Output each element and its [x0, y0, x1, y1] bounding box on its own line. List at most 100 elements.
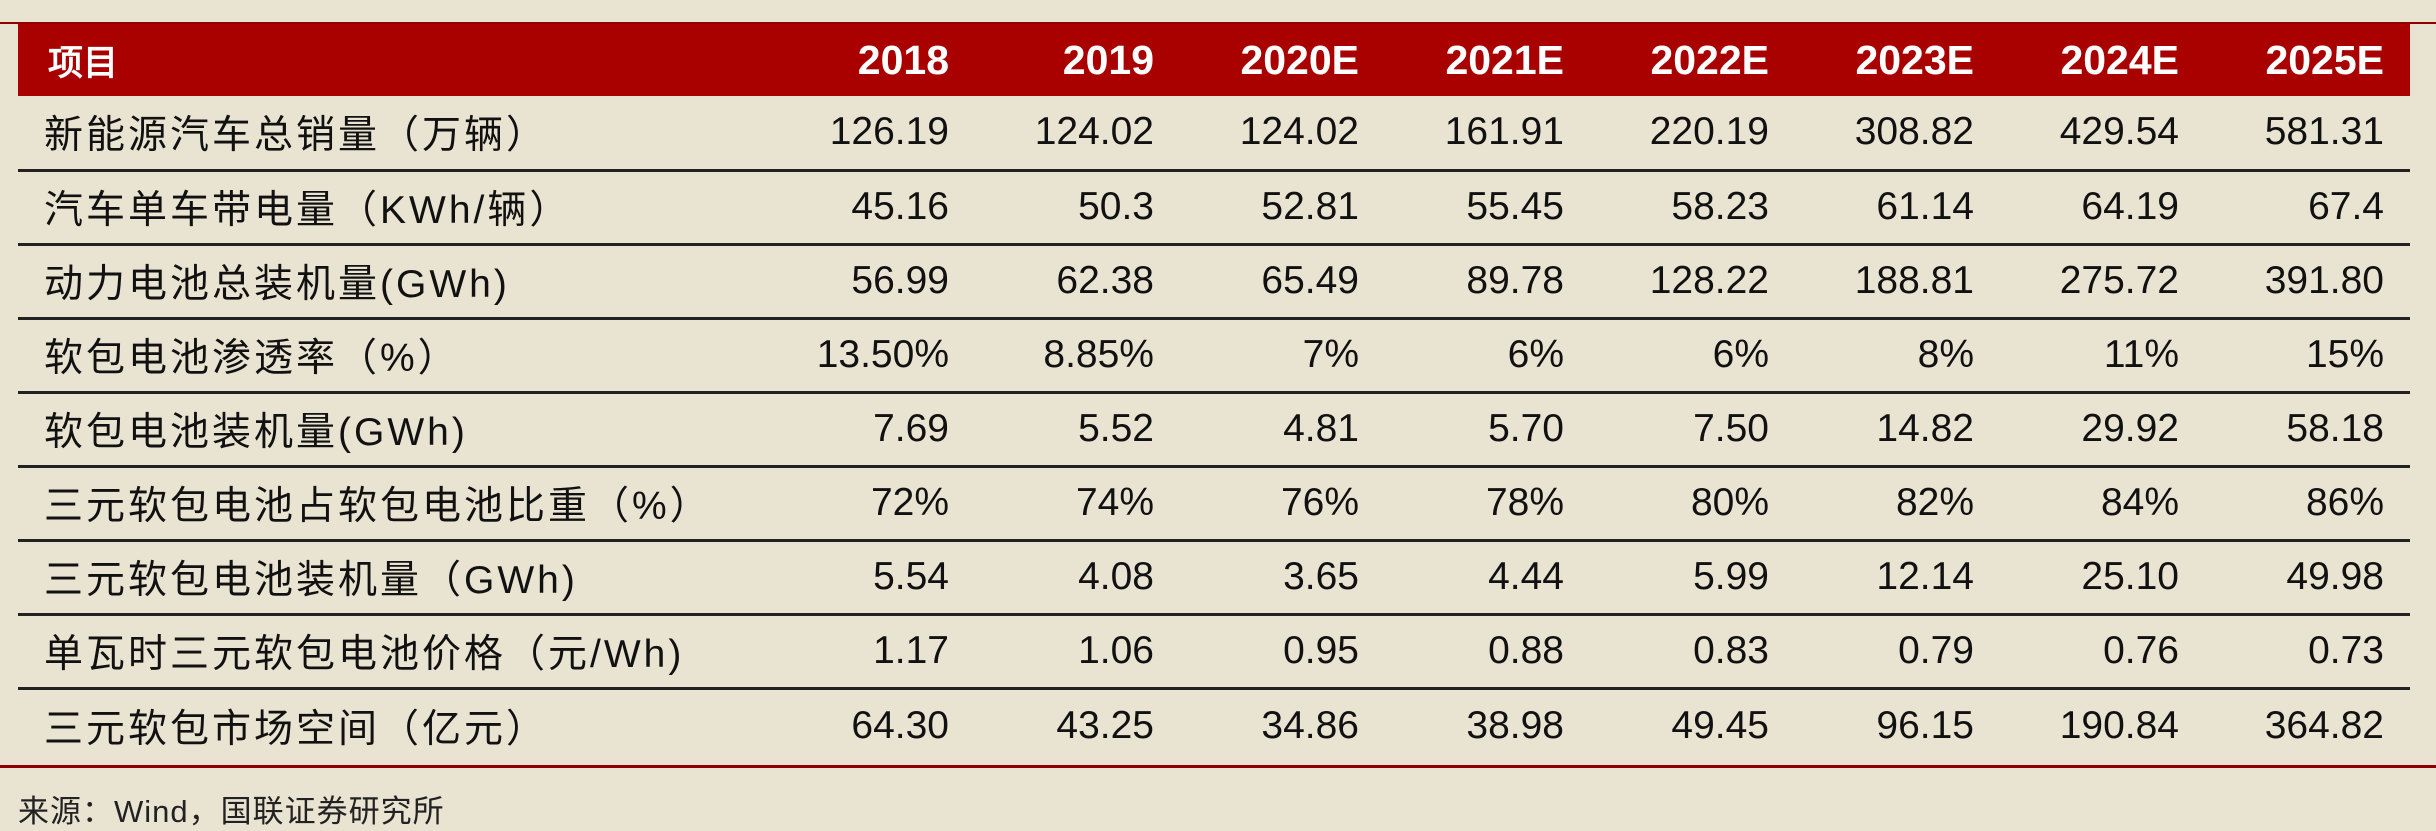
row-label: 软包电池装机量(GWh) [18, 392, 770, 468]
row-label: 动力电池总装机量(GWh) [18, 244, 770, 320]
table-cell: 14.82 [1795, 392, 2000, 468]
table-cell: 64.30 [851, 703, 949, 747]
table-cell: 7.50 [1590, 392, 1795, 468]
header-year-2021e: 2021E [1385, 24, 1590, 96]
table-row: 新能源汽车总销量（万辆） 126.19 124.02 124.02 161.91… [18, 96, 2410, 172]
row-label: 三元软包电池装机量（GWh) [18, 540, 770, 616]
table-cell: 15% [2205, 318, 2410, 394]
table-cell: 581.31 [2205, 96, 2410, 172]
table-cell: 61.14 [1795, 170, 2000, 246]
table-cell: 78% [1385, 466, 1590, 542]
table-cell: 5.52 [975, 392, 1180, 468]
table-cell: 429.54 [2000, 96, 2205, 172]
table-row: 汽车单车带电量（KWh/辆） 45.16 50.3 52.81 55.45 58… [18, 170, 2410, 246]
table-cell: 5.99 [1590, 540, 1795, 616]
table-cell: 5.70 [1385, 392, 1590, 468]
table-cell: 0.73 [2205, 614, 2410, 690]
table-cell: 25.10 [2000, 540, 2205, 616]
table-row: 软包电池渗透率（%） 13.50% 8.85% 7% 6% 6% 8% 11% … [18, 318, 2410, 394]
table-row: 软包电池装机量(GWh) 7.69 5.52 4.81 5.70 7.50 14… [18, 392, 2410, 468]
table-cell: 4.08 [975, 540, 1180, 616]
bottom-rule [0, 765, 2436, 768]
table-cell: 161.91 [1385, 96, 1590, 172]
table-cell: 220.19 [1590, 96, 1795, 172]
table-cell: 62.38 [975, 244, 1180, 320]
data-table-container: 项目 2018 2019 2020E 2021E 2022E 2023E 202… [18, 24, 2410, 762]
table-cell: 67.4 [2205, 170, 2410, 246]
header-row: 项目 2018 2019 2020E 2021E 2022E 2023E 202… [18, 24, 2410, 96]
table-cell: 45.16 [770, 170, 975, 246]
table-cell: 34.86 [1261, 703, 1359, 747]
table-cell: 7% [1180, 318, 1385, 394]
table-cell: 96.15 [1876, 703, 1974, 747]
table-row: 动力电池总装机量(GWh) 56.99 62.38 65.49 89.78 12… [18, 244, 2410, 320]
table-cell: 49.45 [1671, 703, 1769, 747]
table-cell: 80% [1590, 466, 1795, 542]
table-cell: 82% [1795, 466, 2000, 542]
header-year-2025e: 2025E [2205, 24, 2410, 96]
table-cell: 188.81 [1795, 244, 2000, 320]
table-cell: 3.65 [1180, 540, 1385, 616]
table-row: 三元软包电池占软包电池比重（%） 72% 74% 76% 78% 80% 82%… [18, 466, 2410, 542]
row-label: 单瓦时三元软包电池价格（元/Wh) [18, 614, 770, 690]
table-row: 三元软包市场空间（亿元） 64.30 43.25 34.86 38.98 49.… [18, 688, 2410, 762]
table-cell: 76% [1180, 466, 1385, 542]
table-cell: 126.19 [770, 96, 975, 172]
table-cell: 0.83 [1590, 614, 1795, 690]
table-cell: 308.82 [1795, 96, 2000, 172]
table-cell: 0.95 [1180, 614, 1385, 690]
table-cell: 50.3 [975, 170, 1180, 246]
table-cell: 12.14 [1795, 540, 2000, 616]
row-label: 汽车单车带电量（KWh/辆） [18, 170, 770, 246]
table-cell: 0.88 [1385, 614, 1590, 690]
header-year-2022e: 2022E [1590, 24, 1795, 96]
row-label: 三元软包电池占软包电池比重（%） [18, 466, 770, 542]
table-cell: 5.54 [770, 540, 975, 616]
source-note: 来源：Wind，国联证券研究所 [18, 794, 445, 829]
table-cell: 74% [975, 466, 1180, 542]
table-cell: 13.50% [770, 318, 975, 394]
row-label: 三元软包市场空间（亿元） [44, 707, 549, 751]
table-cell: 1.17 [770, 614, 975, 690]
top-rule [0, 22, 2436, 24]
row-label: 软包电池渗透率（%） [18, 318, 770, 394]
table-cell: 29.92 [2000, 392, 2205, 468]
header-label: 项目 [18, 24, 770, 96]
header-year-2023e: 2023E [1795, 24, 2000, 96]
table-cell: 6% [1385, 318, 1590, 394]
table-cell: 7.69 [770, 392, 975, 468]
table-cell: 8% [1795, 318, 2000, 394]
table-body: 新能源汽车总销量（万辆） 126.19 124.02 124.02 161.91… [18, 96, 2410, 762]
table-cell: 64.19 [2000, 170, 2205, 246]
table-cell: 58.23 [1590, 170, 1795, 246]
table-cell: 0.76 [2000, 614, 2205, 690]
table-cell: 56.99 [770, 244, 975, 320]
table-cell: 190.84 [2059, 703, 2179, 747]
table-cell: 6% [1590, 318, 1795, 394]
table-cell: 43.25 [1056, 703, 1154, 747]
table-header: 项目 2018 2019 2020E 2021E 2022E 2023E 202… [18, 24, 2410, 96]
header-year-2019: 2019 [975, 24, 1180, 96]
header-year-2018: 2018 [770, 24, 975, 96]
table-cell: 38.98 [1466, 703, 1564, 747]
table-cell: 65.49 [1180, 244, 1385, 320]
table-cell: 0.79 [1795, 614, 2000, 690]
table-cell: 275.72 [2000, 244, 2205, 320]
table-cell: 4.44 [1385, 540, 1590, 616]
table-cell: 364.82 [2264, 703, 2384, 747]
table-cell: 55.45 [1385, 170, 1590, 246]
table-cell: 1.06 [975, 614, 1180, 690]
table-cell: 52.81 [1180, 170, 1385, 246]
table-row: 三元软包电池装机量（GWh) 5.54 4.08 3.65 4.44 5.99 … [18, 540, 2410, 616]
table-cell: 86% [2205, 466, 2410, 542]
header-year-2020e: 2020E [1180, 24, 1385, 96]
table-cell: 124.02 [975, 96, 1180, 172]
table-cell: 4.81 [1180, 392, 1385, 468]
header-year-2024e: 2024E [2000, 24, 2205, 96]
table-cell: 124.02 [1180, 96, 1385, 172]
table-cell: 49.98 [2205, 540, 2410, 616]
table-cell: 11% [2000, 318, 2205, 394]
table-cell: 89.78 [1385, 244, 1590, 320]
table-cell: 84% [2000, 466, 2205, 542]
table-cell: 128.22 [1590, 244, 1795, 320]
